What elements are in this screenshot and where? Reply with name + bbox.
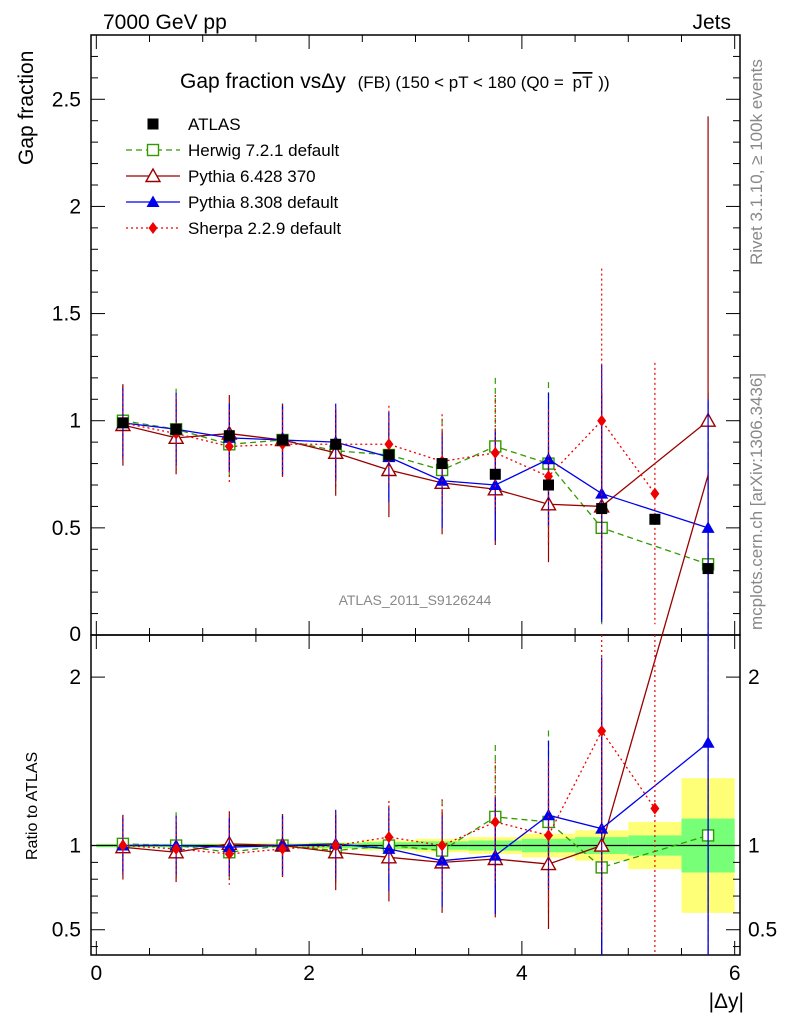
rivet-label: Rivet 3.1.10, ≥ 100k events — [747, 59, 766, 265]
x-tick-label: 2 — [303, 962, 315, 985]
pythia-8-308-default-ratio-point — [701, 736, 715, 748]
ratio-y-tick-label: 1 — [69, 835, 81, 858]
legend-marker-pythia-6-428-370 — [144, 167, 162, 183]
energy-label: 7000 GeV pp — [103, 11, 227, 34]
sherpa-2-2-9-default-ratio-point — [543, 829, 553, 842]
pythia-8-308-default-point — [701, 521, 715, 533]
legend-label-pythia-8-308-default: Pythia 8.308 default — [188, 193, 339, 212]
atlas-point — [223, 430, 235, 442]
pythia-8-308-default-ratio-point — [541, 808, 555, 821]
ratio-y-tick-label-right: 1 — [748, 835, 760, 858]
pythia-8-308-default-point — [488, 478, 502, 490]
pythia-8-308-default-point — [541, 452, 555, 465]
x-tick-label: 0 — [90, 962, 102, 985]
atlas-point — [117, 417, 129, 429]
atlas-point — [702, 563, 714, 575]
sherpa-2-2-9-default-point — [597, 414, 607, 427]
sherpa-2-2-9-default-point — [490, 446, 500, 459]
atlas-point — [277, 434, 289, 446]
legend-label-atlas: ATLAS — [188, 115, 241, 134]
ratio-y-tick-label-right: 0.5 — [748, 919, 777, 942]
sherpa-2-2-9-default-ratio-point — [278, 842, 288, 855]
sherpa-2-2-9-default-ratio-point — [224, 847, 234, 860]
sherpa-2-2-9-default-ratio-point — [597, 725, 607, 737]
ratio-y-tick-label: 2 — [69, 666, 81, 689]
title-overline: pT — [573, 73, 593, 92]
legend-label-pythia-6-428-370: Pythia 6.428 370 — [188, 167, 316, 186]
x-axis-label: |Δy| — [709, 990, 744, 1013]
atlas-point — [170, 423, 182, 435]
pythia-8-308-default-point — [595, 487, 609, 499]
pythia-6-428-370-ratio-line — [122, 474, 709, 865]
legend-marker-atlas — [147, 118, 159, 130]
y-tick-label: 2.5 — [52, 88, 81, 111]
sherpa-2-2-9-default-point — [543, 470, 553, 483]
process-label: Jets — [692, 11, 731, 34]
y-tick-label: 1 — [69, 410, 81, 433]
legend-marker-sherpa-2-2-9-default — [148, 222, 158, 234]
sherpa-2-2-9-default-point — [650, 487, 660, 500]
pythia-8-308-default-ratio-point — [222, 840, 236, 853]
sherpa-2-2-9-default-ratio-point — [650, 802, 660, 815]
x-tick-label: 4 — [516, 962, 528, 985]
ratio-y-tick-label-right: 2 — [748, 666, 760, 689]
pythia-6-428-370-line — [122, 420, 709, 508]
atlas-point — [436, 458, 448, 470]
pythia-8-308-default-line — [122, 422, 709, 529]
legend-marker-herwig-7-2-1-default — [146, 143, 160, 157]
atlas-point — [649, 513, 661, 525]
legend-label-herwig-7-2-1-default: Herwig 7.2.1 default — [188, 141, 339, 160]
sherpa-2-2-9-default-ratio-point — [384, 831, 394, 844]
y-tick-label: 1.5 — [52, 303, 81, 326]
sherpa-2-2-9-default-ratio-point — [331, 839, 341, 852]
x-tick-label: 6 — [729, 962, 741, 985]
sherpa-2-2-9-default-line — [122, 419, 656, 494]
atlas-point — [383, 449, 395, 461]
atlas-point — [542, 479, 554, 491]
chart-title: Gap fraction vsΔy (FB) (150 < pT < 180 (… — [180, 70, 610, 93]
sherpa-2-2-9-default-ratio-point — [171, 842, 181, 855]
y-zero-label: 0 — [69, 623, 81, 646]
legend-marker-pythia-8-308-default — [146, 195, 160, 207]
ratio-y-tick-label: 0.5 — [52, 919, 81, 942]
sherpa-2-2-9-default-point — [224, 440, 234, 453]
watermark: ATLAS_2011_S9126244 — [339, 592, 492, 608]
sherpa-2-2-9-default-ratio-point — [118, 839, 128, 852]
atlas-point — [330, 438, 342, 450]
atlas-point — [596, 503, 608, 515]
atlas-point — [489, 468, 501, 480]
pythia-8-308-default-ratio-point — [595, 822, 609, 834]
ratio-y-axis-label: Ratio to ATLAS — [24, 752, 41, 860]
y-axis-label: Gap fraction — [15, 51, 38, 165]
y-tick-label: 0.5 — [52, 517, 81, 540]
sherpa-2-2-9-default-ratio-point — [437, 839, 447, 852]
legend-label-sherpa-2-2-9-default: Sherpa 2.2.9 default — [188, 219, 341, 238]
pythia-8-308-default-ratio-point — [488, 849, 502, 861]
mcplots-label: mcplots.cern.ch [arXiv:1306.3436] — [747, 373, 766, 630]
herwig-7-2-1-default-line — [122, 420, 709, 565]
sherpa-2-2-9-default-point — [384, 438, 394, 451]
herwig-7-2-1-default-ratio-line — [122, 816, 709, 869]
pythia-8-308-default-ratio-point — [382, 842, 396, 854]
sherpa-2-2-9-default-ratio-point — [490, 815, 500, 828]
y-tick-label: 2 — [69, 195, 81, 218]
